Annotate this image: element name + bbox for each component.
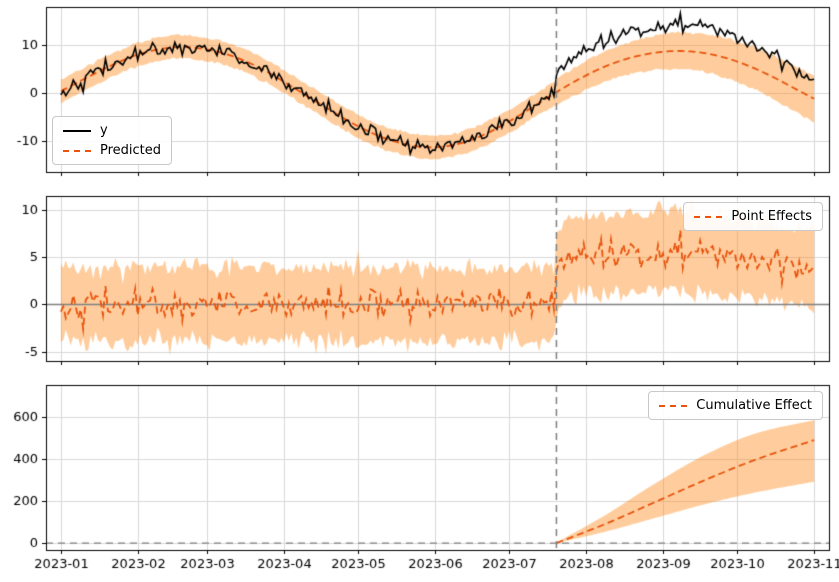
legend-item-cumulative-effect: Cumulative Effect: [659, 398, 812, 413]
legend-label-predicted: Predicted: [100, 143, 162, 158]
cumulative-effect-line-icon: [659, 404, 688, 407]
legend-label-point-effects: Point Effects: [731, 209, 812, 224]
legend-point-effects: Point Effects: [683, 202, 823, 231]
legend-label-y: y: [100, 123, 108, 138]
legend-original: y Predicted: [52, 116, 173, 165]
point-effects-line-icon: [694, 215, 723, 218]
legend-label-cumulative-effect: Cumulative Effect: [696, 398, 812, 413]
observed-line-icon: [63, 129, 91, 132]
legend-item-y: y: [63, 123, 161, 138]
legend-item-point-effects: Point Effects: [694, 209, 812, 224]
legend-cumulative-effect: Cumulative Effect: [648, 391, 823, 420]
legend-item-predicted: Predicted: [63, 143, 161, 158]
predicted-line-icon: [63, 149, 91, 152]
